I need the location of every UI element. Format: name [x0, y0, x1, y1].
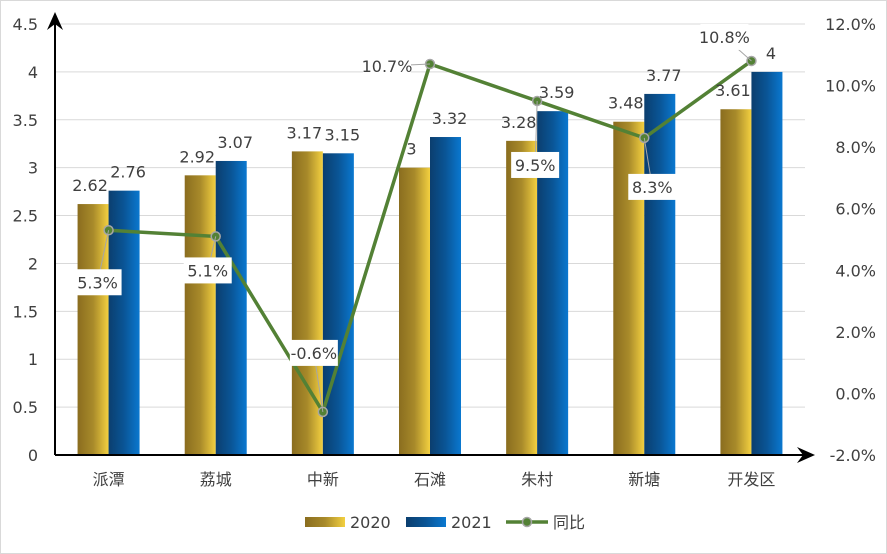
bar-label-2021: 3.59	[539, 83, 575, 102]
bar-label-2020: 3	[406, 140, 416, 159]
line-label-box	[73, 269, 122, 296]
bar-2021	[322, 153, 354, 456]
y-right-tick-label: 6.0%	[835, 200, 876, 219]
y-left-tick-label: 2	[28, 254, 38, 273]
line-label: 5.1%	[187, 261, 228, 280]
legend-label-yoy: 同比	[553, 513, 585, 532]
x-tick-label: 派潭	[93, 470, 125, 489]
bar-label-2021: 3.77	[646, 66, 682, 85]
bar-2021	[430, 137, 461, 456]
bar-2020	[184, 175, 216, 455]
data-labels: 2.622.76 2.923.07 3.17 3.15 3 3.32 3.283.59 3.4…	[72, 23, 776, 412]
x-tick-label: 石滩	[414, 470, 446, 489]
legend: 2020 2021 同比	[305, 513, 585, 532]
line-label: 10.8%	[699, 28, 750, 47]
line-label: 10.7%	[362, 57, 413, 76]
bar-label-2020: 3.61	[715, 81, 751, 100]
y-left-tick-label: 1.5	[13, 302, 38, 321]
bar-2020	[720, 109, 752, 456]
bar-2020	[77, 204, 109, 455]
x-tick-label: 开发区	[727, 470, 775, 489]
line-label: -0.6%	[291, 344, 337, 363]
line-label-box	[628, 173, 677, 200]
bar-label-2020: 3.48	[608, 94, 644, 113]
x-tick-label: 荔城	[200, 470, 232, 489]
y-right-tick-label: 10.0%	[825, 77, 876, 96]
bar-label-2021: 4	[766, 44, 776, 63]
bar-2020	[291, 151, 323, 455]
legend-swatch-marker	[521, 516, 533, 528]
line-label-box	[511, 151, 560, 178]
y-left-tick-label: 3	[28, 159, 38, 178]
y-left-tick-label: 0	[28, 446, 38, 465]
bar-label-2020: 3.17	[287, 123, 323, 142]
gridlines	[55, 23, 805, 408]
axes: 0 0.5 1 1.5 2 2.5 3 3.5 4 4.5 -2.0% 0.0% 2.0% 4.0% 6.0…	[13, 12, 876, 489]
bar-2020	[613, 121, 645, 456]
y-right-tick-label: 4.0%	[835, 261, 876, 280]
legend-label-2021: 2021	[451, 513, 492, 532]
line-label-box	[289, 339, 338, 366]
bar-label-2021: 3.07	[217, 133, 253, 152]
y-right-tick-label: 2.0%	[835, 323, 876, 342]
bar-label-2021: 3.15	[325, 125, 361, 144]
bar-2021	[108, 190, 140, 456]
y-left-tick-label: 1	[28, 350, 38, 369]
x-tick-label: 朱村	[521, 470, 553, 489]
legend-label-2020: 2020	[350, 513, 391, 532]
line-label: 5.3%	[77, 273, 118, 292]
bars	[77, 71, 783, 456]
y-right-tick-label: 8.0%	[835, 138, 876, 157]
y-left-tick-label: 4.5	[13, 15, 38, 34]
line-label-box	[700, 23, 749, 50]
bar-label-2021: 2.76	[110, 163, 146, 182]
x-tick-label: 新塘	[628, 470, 660, 489]
y-left-tick-label: 2.5	[13, 207, 38, 226]
line-label-box	[183, 257, 232, 284]
legend-swatch-2021	[406, 517, 446, 527]
y-right-tick-label: 12.0%	[825, 15, 876, 34]
y-left-tick-label: 0.5	[13, 398, 38, 417]
bar-2021	[215, 160, 247, 455]
bar-2020	[506, 140, 538, 456]
bar-label-2020: 3.28	[501, 113, 537, 132]
y-right-tick-label: -2.0%	[830, 446, 876, 465]
bar-2021	[644, 93, 676, 455]
x-tick-label: 中新	[307, 470, 339, 489]
line-label: 9.5%	[515, 156, 556, 175]
bar-label-2020: 2.92	[179, 147, 215, 166]
y-left-tick-label: 4	[28, 63, 38, 82]
y-left-tick-label: 3.5	[13, 111, 38, 130]
line-label-box	[363, 53, 411, 80]
legend-swatch-2020	[305, 517, 345, 527]
bar-label-2021: 3.32	[432, 109, 468, 128]
bar-label-2020: 2.62	[72, 176, 108, 195]
bar-2021	[751, 71, 783, 455]
line-label: 8.3%	[632, 178, 673, 197]
bar-2020	[399, 167, 430, 455]
y-right-tick-label: 0.0%	[835, 384, 876, 403]
